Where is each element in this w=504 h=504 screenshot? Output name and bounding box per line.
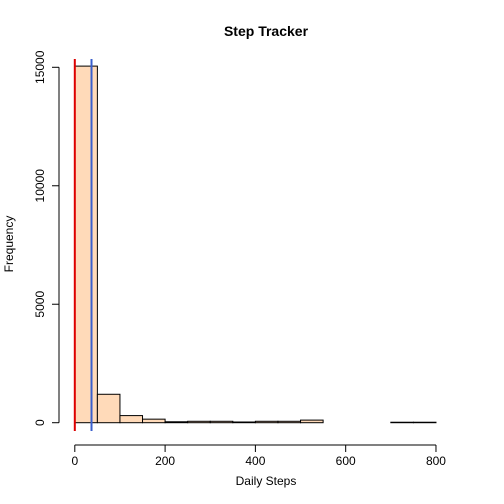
histogram-bar-0 [74,65,98,424]
reference-lines [73,59,93,431]
y-tick-label-1: 5000 [33,291,47,318]
chart-title: Step Tracker [224,23,309,39]
y-tick-label-2: 10000 [33,169,47,203]
histogram-bar-3 [142,418,166,424]
x-tick-label-1: 200 [155,454,175,468]
x-axis: 0 200 400 600 800 [71,444,446,468]
histogram-bar-4 [164,421,189,424]
histogram-bar-7 [232,421,256,424]
histogram-bar-8 [254,420,279,424]
x-tick-label-4: 800 [426,454,446,468]
y-axis: 0 5000 10000 15000 [33,50,60,426]
x-tick-label-2: 400 [245,454,265,468]
x-tick-label-3: 600 [336,454,356,468]
y-tick-label-0: 0 [33,419,47,426]
histogram-bar-6 [209,420,234,424]
histogram-bar-9 [277,420,302,424]
y-tick-label-3: 15000 [33,50,47,84]
x-tick-label-0: 0 [71,454,78,468]
histogram-bar-2 [119,415,144,424]
histogram-bar-1 [96,393,121,424]
y-axis-label: Frequency [2,216,16,273]
histogram-bar-10 [300,419,324,424]
histogram-bar-5 [187,420,211,424]
x-axis-label: Daily Steps [236,474,297,488]
